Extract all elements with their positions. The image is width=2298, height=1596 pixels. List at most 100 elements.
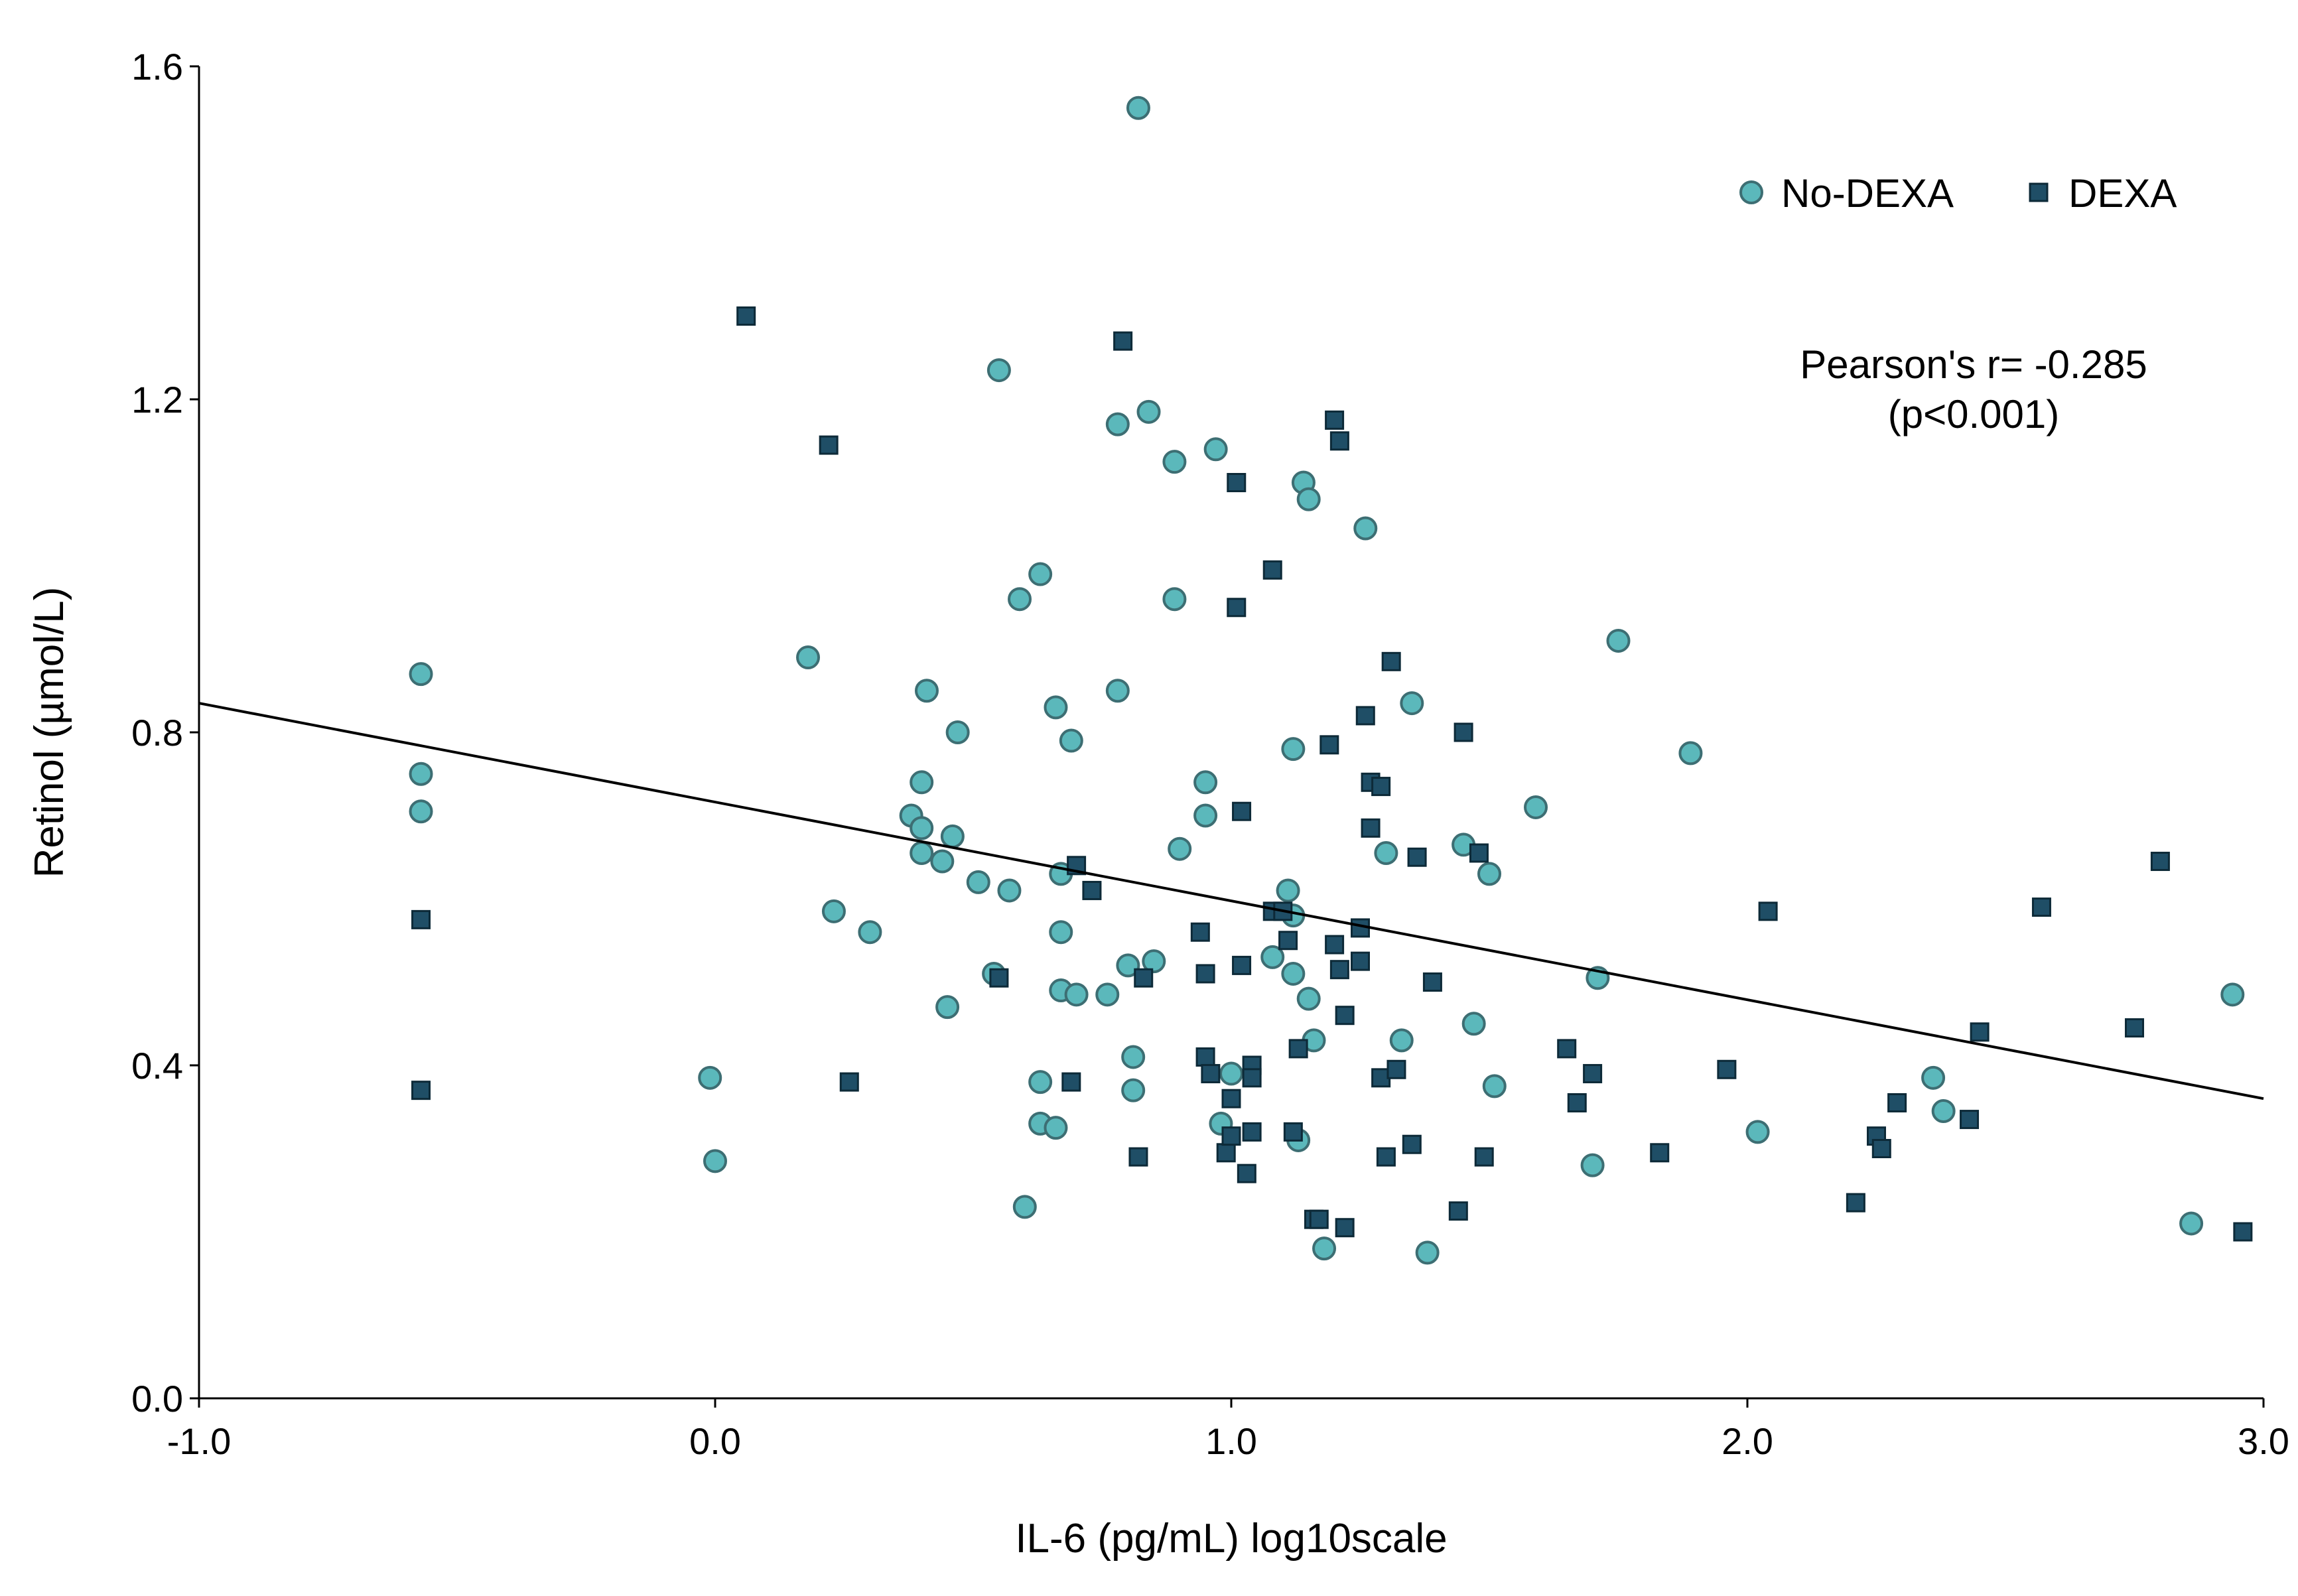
no-dexa-point — [1400, 691, 1424, 716]
dexa-point — [2150, 852, 2170, 872]
dexa-point — [1386, 1059, 1406, 1079]
dexa-point — [1325, 935, 1345, 955]
dexa-point — [1407, 847, 1427, 867]
no-dexa-point — [1296, 986, 1321, 1011]
dexa-point — [1371, 777, 1391, 797]
dexa-point — [411, 909, 431, 929]
dexa-point — [1283, 1122, 1303, 1142]
no-dexa-point — [1012, 1195, 1037, 1219]
no-dexa-point — [1028, 562, 1053, 586]
no-dexa-point — [1121, 1045, 1146, 1069]
no-dexa-point — [1389, 1028, 1414, 1053]
dexa-point — [1278, 931, 1298, 951]
no-dexa-point — [2179, 1211, 2204, 1236]
no-dexa-point — [1136, 399, 1161, 424]
dexa-point — [1221, 1126, 1241, 1146]
dexa-point — [1335, 1006, 1355, 1026]
dexa-point — [1128, 1147, 1148, 1167]
dexa-point — [1758, 901, 1778, 921]
legend-marker-dexa — [2029, 182, 2049, 202]
no-dexa-point — [910, 840, 934, 865]
dexa-point — [819, 435, 839, 455]
y-tick-label: 0.0 — [131, 1378, 183, 1420]
dexa-point — [1960, 1110, 1980, 1130]
series-dexa — [411, 306, 2253, 1242]
no-dexa-point — [1219, 1061, 1243, 1086]
no-dexa-point — [1162, 450, 1187, 474]
no-dexa-point — [910, 770, 934, 795]
dexa-point — [1134, 968, 1154, 988]
dexa-point — [2125, 1018, 2144, 1038]
dexa-point — [1469, 843, 1489, 863]
dexa-point — [1650, 1143, 1670, 1163]
dexa-point — [1453, 722, 1473, 742]
legend-label-dexa: DEXA — [2068, 171, 2177, 216]
dexa-point — [1242, 1122, 1262, 1142]
x-tick-label: 3.0 — [2238, 1420, 2289, 1462]
no-dexa-point — [409, 662, 433, 687]
dexa-point — [989, 968, 1009, 988]
no-dexa-point — [1162, 587, 1187, 612]
no-dexa-point — [1105, 679, 1130, 703]
y-tick-group: 0.0 0.4 0.8 1.2 1.6 — [131, 46, 199, 1420]
no-dexa-point — [2220, 982, 2245, 1007]
x-tick-group: -1.0 0.0 1.0 2.0 3.0 — [167, 1398, 2289, 1462]
no-dexa-point — [1105, 412, 1130, 436]
no-dexa-point — [1142, 949, 1166, 974]
dexa-point — [1082, 880, 1102, 900]
no-dexa-point — [1482, 1074, 1507, 1098]
dexa-point — [1309, 1209, 1329, 1229]
dexa-point — [1288, 1039, 1308, 1059]
no-dexa-point — [935, 995, 960, 1020]
y-tick-label: 0.8 — [131, 712, 183, 754]
no-dexa-point — [986, 358, 1011, 383]
dexa-point — [1201, 1064, 1221, 1084]
no-dexa-point — [1415, 1240, 1440, 1265]
legend: No-DEXA DEXA — [1739, 171, 2177, 216]
dexa-point — [1970, 1022, 1990, 1042]
y-axis-title: Retinol (µmol/L) — [27, 587, 72, 878]
dexa-point — [1190, 922, 1210, 942]
dexa-point — [1195, 964, 1215, 984]
correlation-annotation: Pearson's r= -0.285 (p<0.001) — [1800, 342, 2147, 436]
dexa-point — [1567, 1093, 1587, 1112]
no-dexa-point — [940, 824, 965, 848]
dexa-point — [2031, 898, 2051, 917]
legend-marker-no-dexa — [1739, 180, 1763, 204]
no-dexa-point — [1461, 1012, 1486, 1036]
no-dexa-point — [1296, 487, 1321, 511]
axes — [198, 66, 2264, 1400]
dexa-point — [1422, 972, 1442, 992]
no-dexa-point — [409, 799, 433, 824]
no-dexa-point — [1281, 737, 1306, 762]
dexa-point — [1583, 1064, 1603, 1084]
no-dexa-point — [1059, 728, 1083, 753]
dexa-point — [411, 1081, 431, 1100]
no-dexa-point — [703, 1149, 727, 1173]
series-no-dexa — [409, 96, 2245, 1265]
no-dexa-point — [698, 1065, 722, 1090]
dexa-point — [1262, 560, 1282, 580]
dexa-point — [1871, 1139, 1891, 1158]
dexa-point — [1887, 1093, 1907, 1112]
dexa-point — [1361, 818, 1381, 838]
no-dexa-point — [910, 816, 934, 840]
y-tick-label: 1.2 — [131, 379, 183, 421]
dexa-point — [1474, 1147, 1494, 1167]
no-dexa-point — [858, 920, 882, 945]
dexa-point — [1846, 1193, 1865, 1213]
x-tick-label: 1.0 — [1205, 1420, 1257, 1462]
dexa-point — [1448, 1201, 1468, 1221]
no-dexa-point — [930, 849, 955, 874]
no-dexa-point — [1477, 862, 1501, 886]
dexa-point — [1319, 735, 1339, 755]
no-dexa-point — [1276, 878, 1300, 903]
dexa-point — [1355, 706, 1375, 726]
no-dexa-point — [997, 878, 1022, 903]
dexa-point — [839, 1072, 859, 1092]
no-dexa-point — [1745, 1120, 1770, 1144]
y-tick-label: 1.6 — [131, 46, 183, 88]
correlation-coefficient-text: Pearson's r= -0.285 — [1800, 342, 2147, 387]
p-value-text: (p<0.001) — [1888, 392, 2060, 436]
dexa-point — [1376, 1147, 1396, 1167]
